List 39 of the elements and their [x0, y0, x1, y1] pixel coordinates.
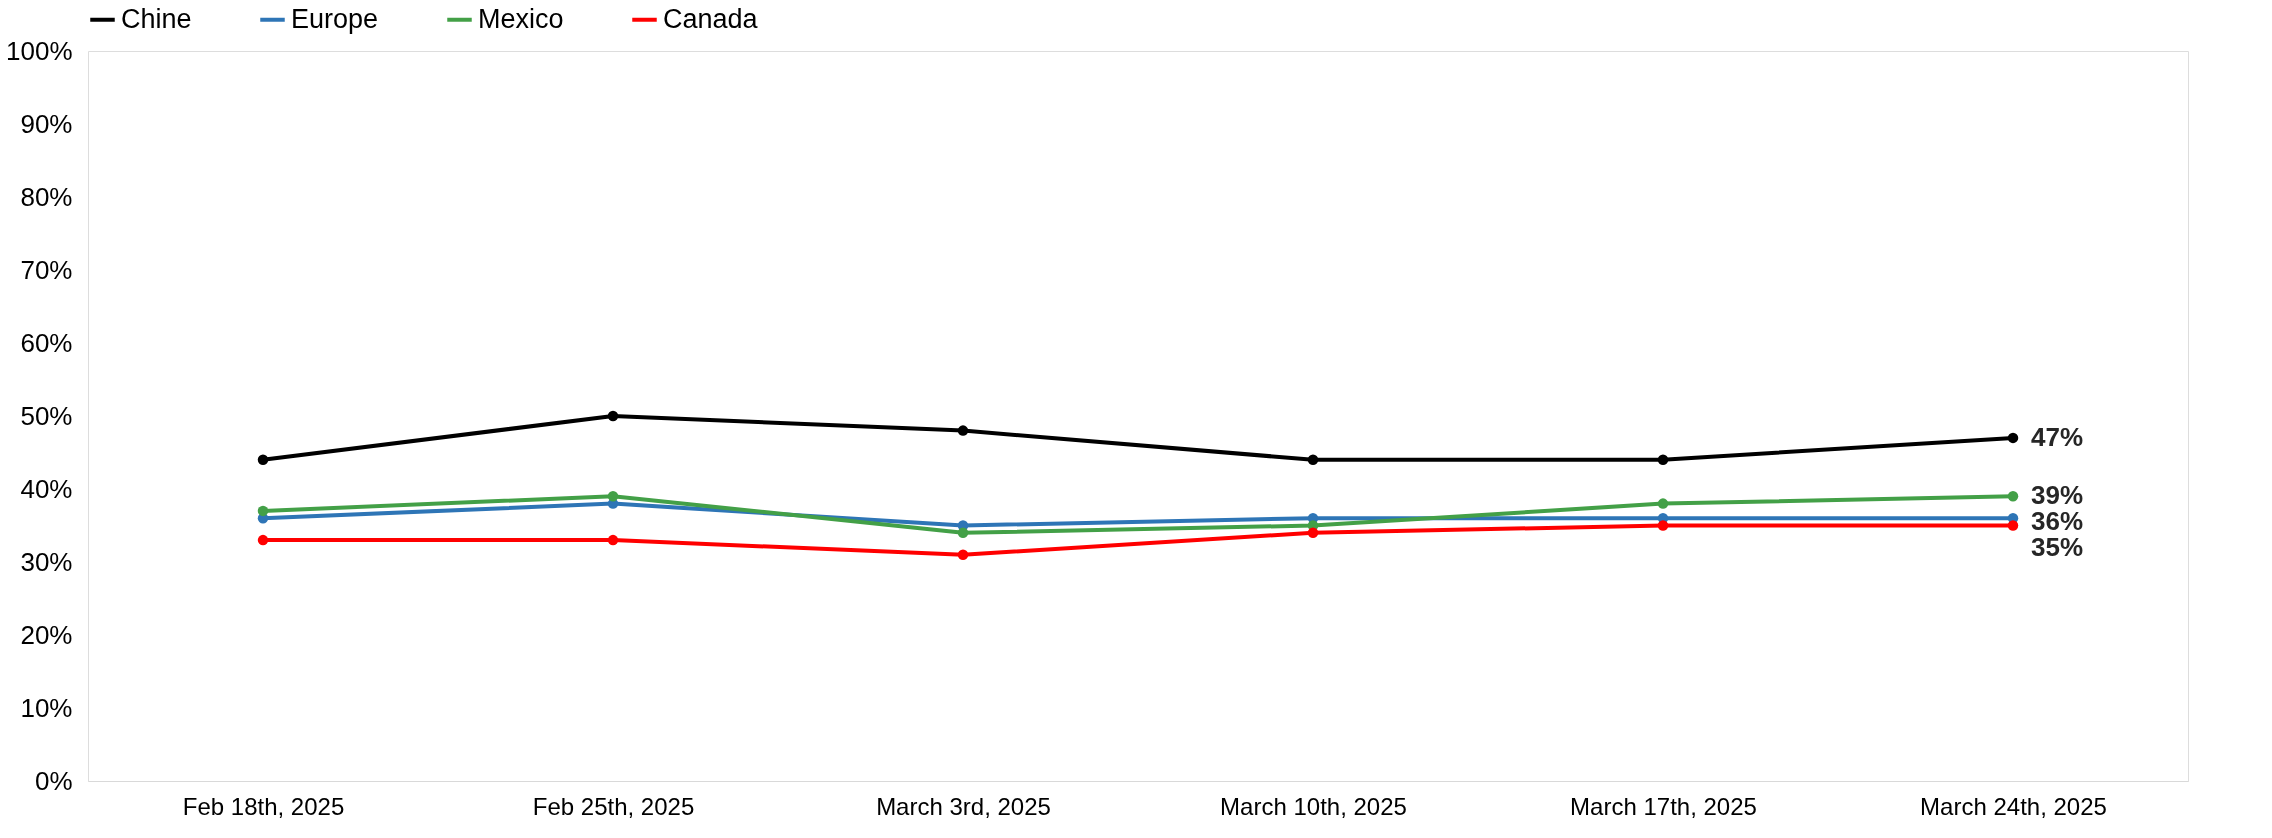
y-tick-label: 40%	[20, 473, 73, 504]
legend-label: Europe	[291, 3, 379, 34]
y-tick-label: 80%	[20, 181, 73, 212]
y-tick-label: 0%	[34, 765, 73, 796]
point	[957, 527, 969, 539]
y-tick-label: 30%	[20, 546, 73, 577]
point	[1657, 454, 1669, 466]
legend-label: Mexico	[478, 3, 564, 34]
point	[257, 534, 269, 546]
legend-label: Chine	[121, 3, 192, 34]
point	[607, 534, 619, 546]
point	[1657, 498, 1669, 509]
point	[957, 549, 969, 560]
point	[607, 491, 619, 502]
point	[1307, 527, 1319, 539]
point	[257, 454, 269, 466]
x-tick-label: Feb 18th, 2025	[182, 792, 345, 820]
y-tick-label: 60%	[20, 327, 73, 358]
point	[1307, 454, 1319, 466]
y-tick-label: 90%	[20, 108, 73, 139]
data-label: 47%	[2031, 421, 2084, 452]
x-tick-label: March 10th, 2025	[1220, 792, 1407, 820]
legend-label: Canada	[663, 3, 759, 34]
point	[1657, 520, 1669, 531]
y-tick-label: 50%	[20, 400, 73, 431]
x-tick-label: March 17th, 2025	[1570, 792, 1757, 820]
point	[2007, 432, 2019, 444]
x-tick-label: March 24th, 2025	[1920, 792, 2107, 820]
point	[2007, 520, 2019, 531]
point	[257, 505, 269, 517]
y-tick-label: 70%	[20, 254, 73, 285]
point	[2007, 491, 2019, 502]
point	[957, 425, 969, 436]
x-tick-label: March 3rd, 2025	[876, 792, 1051, 820]
point	[607, 410, 619, 422]
x-tick-label: Feb 25th, 2025	[532, 792, 695, 820]
y-tick-label: 100%	[6, 35, 73, 66]
y-tick-label: 20%	[20, 619, 73, 650]
y-tick-label: 10%	[20, 692, 73, 723]
